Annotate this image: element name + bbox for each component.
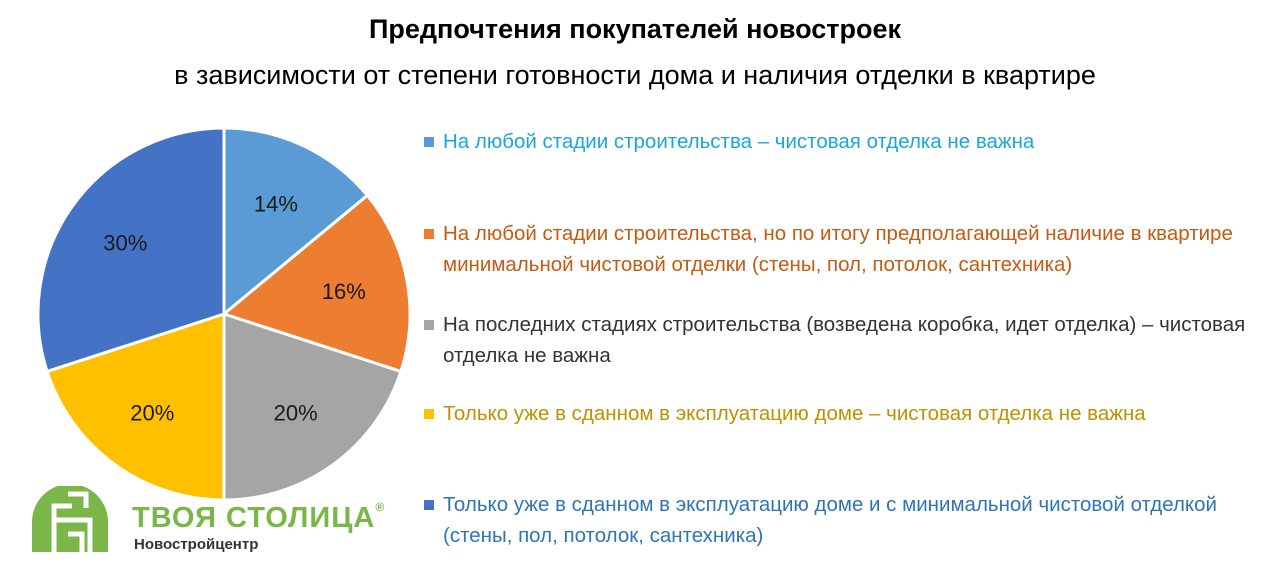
- chart-title: Предпочтения покупателей новостроек: [369, 14, 901, 44]
- legend-marker: [424, 229, 434, 239]
- legend-item: На любой стадии строительства – чистовая…: [424, 126, 1264, 157]
- legend-marker: [424, 320, 434, 330]
- pie-slice: [45, 311, 226, 502]
- slice-value-label: 16%: [322, 279, 366, 304]
- legend-marker: [424, 137, 434, 147]
- legend-marker: [424, 409, 434, 419]
- slice-value-label: 20%: [274, 401, 318, 426]
- legend-label: Только уже в сданном в эксплуатацию доме…: [443, 493, 1217, 547]
- building-logo-icon: [32, 486, 108, 552]
- logo-subtitle: Новостройцентр: [134, 536, 259, 553]
- legend-item: Только уже в сданном в эксплуатацию доме…: [424, 398, 1264, 429]
- legend-label: На любой стадии строительства – чистовая…: [443, 130, 1035, 153]
- legend-label: На последних стадиях строительства (возв…: [443, 313, 1246, 367]
- pie-slice: [36, 126, 226, 374]
- pie-slice: [220, 193, 412, 374]
- company-logo: ТВОЯ СТОЛИЦА® Новостройцентр: [32, 486, 412, 556]
- legend-item: На последних стадиях строительства (возв…: [424, 309, 1264, 371]
- legend-item: Только уже в сданном в эксплуатацию доме…: [424, 489, 1264, 551]
- legend-marker: [424, 500, 434, 510]
- slice-value-label: 30%: [103, 230, 147, 255]
- chart-subtitle: в зависимости от степени готовности дома…: [174, 60, 1096, 90]
- legend-item: На любой стадии строительства, но по ито…: [424, 218, 1264, 280]
- legend-label: Только уже в сданном в эксплуатацию доме…: [443, 402, 1146, 425]
- pie-slice: [222, 126, 370, 318]
- pie-slice: [222, 311, 403, 502]
- legend-label: На любой стадии строительства, но по ито…: [443, 222, 1233, 276]
- slice-value-label: 20%: [130, 401, 174, 426]
- slice-value-label: 14%: [254, 192, 298, 217]
- logo-name: ТВОЯ СТОЛИЦА®: [132, 500, 386, 534]
